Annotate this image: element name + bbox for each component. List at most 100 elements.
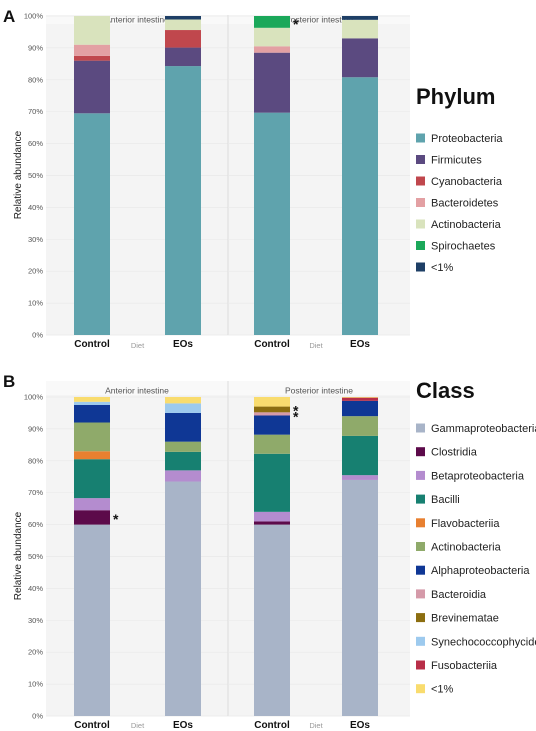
facet-strip [228,15,410,24]
category-label: Control [254,720,290,731]
y-tick-label: 60% [28,520,43,529]
legend-title: Phylum [416,84,495,109]
bar-segment-actinobacteria [165,441,201,452]
bar-segment-actinobacteria [342,19,378,39]
y-tick-label: 60% [28,139,43,148]
bar-segment-alphaproteobacteria [165,412,201,442]
category-label: EOs [350,720,370,731]
facet-strip [46,381,228,395]
significance-marker: * [293,403,299,419]
legend-swatch [416,241,425,250]
bar-segment-firmicutes [165,47,201,67]
x-axis-title: Diet [131,721,145,730]
y-tick-label: 50% [28,171,43,180]
y-tick-label: 0% [32,712,43,721]
significance-marker: * [293,16,299,32]
legend-entry-label: Cyanobacteria [431,176,503,188]
category-label: EOs [350,339,370,350]
legend-swatch [416,447,425,457]
bar-segment-alphaproteobacteria [254,415,290,435]
bar-segment-firmicutes [342,38,378,78]
legend-swatch [416,589,425,599]
legend-swatch [416,518,425,528]
significance-marker: * [293,408,299,424]
bar-segment-bacteroidia [254,412,290,416]
legend-entry-label: Gammaproteobacteria [431,423,536,435]
y-axis-title: Relative abundance [13,511,24,600]
bar-segment-gammaproteobacteria [74,524,110,716]
legend-swatch [416,660,425,670]
legend-swatch [416,494,425,504]
y-tick-label: 10% [28,680,43,689]
bar-segment--1- [342,16,378,20]
bar-segment--1- [165,397,201,404]
legend-entry-label: Fusobacteriia [431,660,498,672]
legend-entry-label: Firmicutes [431,155,482,167]
bar-segment-cyanobacteria [74,55,110,61]
bar-segment-proteobacteria [254,112,290,335]
bar-segment-actinobacteria [342,416,378,436]
legend-swatch [416,636,425,646]
legend-swatch [416,176,425,186]
legend-title: Class [416,378,475,403]
bar-segment-bacilli [165,451,201,471]
bar-segment--1- [254,397,290,407]
bar-segment-gammaproteobacteria [254,524,290,716]
bar-segment-betaproteobacteria [254,511,290,522]
bar-segment-firmicutes [254,52,290,113]
bar-segment-alphaproteobacteria [74,404,110,423]
legend-entry-label: Clostridia [431,447,478,459]
y-tick-label: 70% [28,107,43,116]
legend-entry-label: Spirochaetes [431,241,496,253]
legend-entry-label: Actinobacteria [431,219,502,231]
legend-entry-label: <1% [431,684,454,696]
bar-segment-bacilli [342,435,378,476]
bar-segment-bacilli [254,453,290,512]
y-tick-label: 30% [28,616,43,625]
legend-entry-label: Betaproteobacteria [431,470,525,482]
bar-segment-actinobacteria [254,434,290,454]
panel-letter: A [3,7,15,26]
legend-entry-label: Actinobacteria [431,542,502,554]
legend-entry-label: Proteobacteria [431,133,503,145]
y-tick-label: 100% [24,12,44,21]
category-label: EOs [173,720,193,731]
bar-segment-alphaproteobacteria [342,400,378,417]
facet-label: Anterior intestine [105,386,169,396]
bar-segment-flavobacteriia [74,451,110,460]
legend-entry-label: Alphaproteobacteria [431,565,530,577]
bar-segment-firmicutes [74,60,110,114]
y-tick-label: 80% [28,75,43,84]
y-tick-label: 40% [28,584,43,593]
significance-marker: * [113,511,119,527]
panel-letter: B [3,372,15,391]
y-tick-label: 100% [24,393,44,402]
bar-segment-cyanobacteria [165,30,201,48]
panel-b: B Anterior intestine Control EOs Diet Posteri… [3,372,536,731]
bar-segment-actinobacteria [74,16,110,45]
category-label: Control [74,720,110,731]
legend-swatch [416,262,425,272]
legend-entry-label: Bacteroidetes [431,198,499,210]
x-axis-title: Diet [309,341,323,350]
y-tick-label: 30% [28,235,43,244]
bar-segment-gammaproteobacteria [342,479,378,716]
legend-entry-label: <1% [431,262,454,274]
legend-swatch [416,613,425,623]
bar-segment-synechococcophycideae [74,401,110,405]
bar-segment-actinobacteria [165,19,201,31]
bar-segment-bacteroidetes [74,44,110,56]
category-label: Control [74,339,110,350]
facet-label: Posterior intestine [285,386,353,396]
y-axis-title: Relative abundance [13,130,24,219]
y-tick-label: 80% [28,456,43,465]
bar-segment-actinobacteria [74,422,110,452]
bar-segment--1- [342,397,378,398]
y-tick-label: 20% [28,267,43,276]
legend-swatch [416,684,425,694]
bar-segment-proteobacteria [342,77,378,336]
legend-entry-label: Bacteroidia [431,589,487,601]
y-tick-label: 40% [28,203,43,212]
y-tick-label: 90% [28,43,43,52]
